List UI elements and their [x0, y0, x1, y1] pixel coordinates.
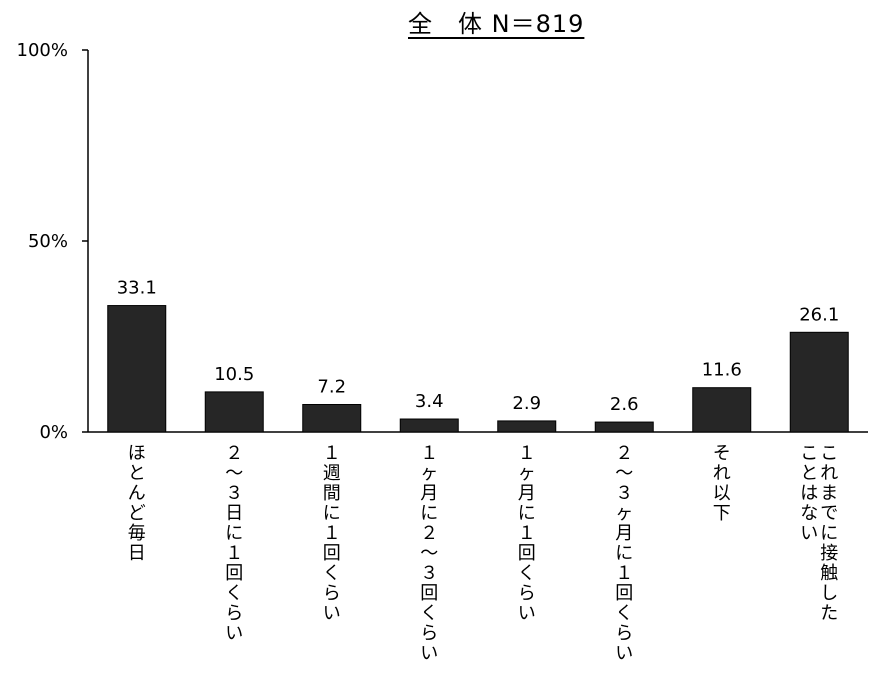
- bar: [107, 305, 167, 433]
- data-label: 2.6: [610, 394, 639, 415]
- data-label: 3.4: [415, 391, 444, 412]
- category-label: ２ ～ ３ ヶ月に １ 回くらい: [614, 444, 634, 664]
- bar: [594, 421, 654, 433]
- bar: [204, 391, 264, 433]
- bar: [302, 403, 362, 433]
- category-label: ２ ～ ３ 日に １ 回くらい: [224, 444, 244, 644]
- category-label-column: ２ ～ ３ 日に １ 回くらい: [225, 443, 244, 644]
- y-tick-label: 100%: [17, 40, 68, 61]
- data-labels: 33.1 10.5 7.2 3.4 2.9 2.6 11.6 26.1: [117, 278, 840, 416]
- category-label: ことはないこれまでに接触した: [799, 444, 839, 624]
- data-label: 33.1: [117, 278, 157, 299]
- bar: [497, 420, 557, 433]
- bars: [107, 305, 849, 433]
- y-tick-label: 0%: [39, 422, 68, 443]
- category-label-column: １ ヶ月に ２ ～ ３ 回くらい: [420, 443, 439, 664]
- category-label-column: ２ ～ ３ ヶ月に １ 回くらい: [615, 443, 634, 664]
- chart-title: 全 体 N＝819: [408, 10, 585, 38]
- bar: [399, 418, 459, 433]
- bar: [789, 331, 849, 433]
- data-label: 11.6: [702, 360, 742, 381]
- bar: [692, 387, 752, 433]
- data-label: 7.2: [317, 376, 346, 397]
- category-label-column: これまでに接触した: [820, 443, 839, 624]
- category-label: それ以下: [712, 444, 732, 524]
- category-label: ほとんど毎日: [127, 444, 147, 564]
- data-label: 26.1: [799, 304, 839, 325]
- category-label-column: ほとんど毎日: [127, 443, 146, 564]
- category-label: １ ヶ月に ２ ～ ３ 回くらい: [419, 444, 439, 664]
- data-label: 10.5: [214, 364, 254, 385]
- category-label-column: それ以下: [712, 443, 731, 524]
- y-tick-label: 50%: [28, 231, 68, 252]
- category-label-column: ことはない: [800, 443, 819, 544]
- data-label: 2.9: [512, 393, 541, 414]
